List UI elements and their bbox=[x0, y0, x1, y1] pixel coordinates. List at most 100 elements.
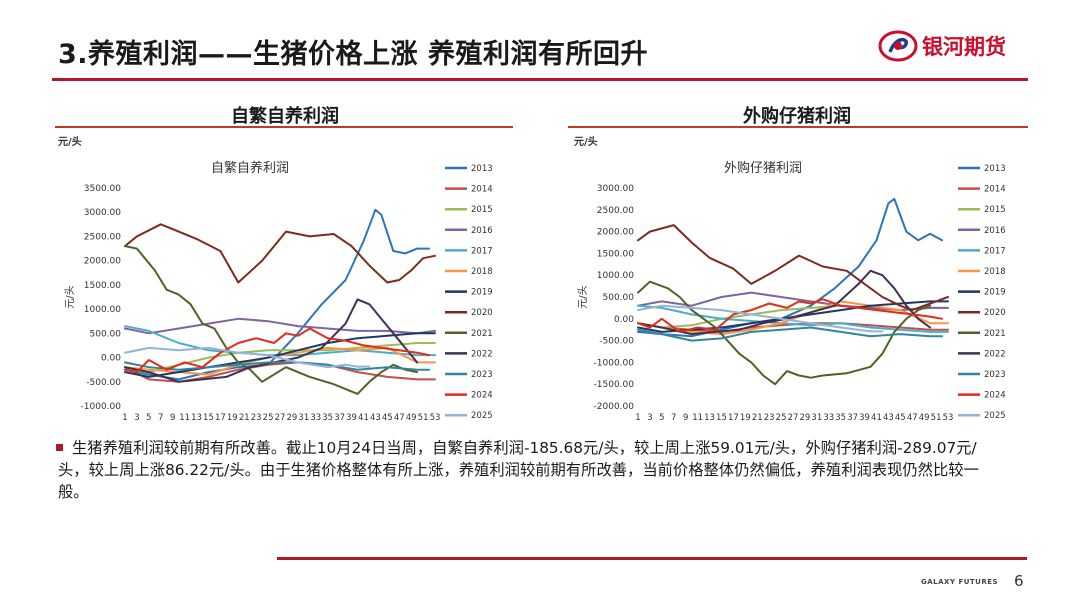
series-line-2022 bbox=[124, 298, 419, 383]
legend-label-2014: 2014 bbox=[984, 185, 1006, 195]
y-tick-label: -1000.00 bbox=[81, 402, 122, 412]
y-axis-label: 元/头 bbox=[577, 285, 589, 308]
x-tick-label: 53 bbox=[943, 413, 954, 423]
series-line-2023 bbox=[124, 361, 430, 371]
series-line-2017 bbox=[637, 304, 949, 333]
x-tick-label: 21 bbox=[752, 413, 763, 423]
y-axis-label: 元/头 bbox=[64, 285, 76, 308]
self-breeding-profit-chart: 自繁自养利润3500.003000.002500.002000.001500.0… bbox=[64, 160, 493, 423]
x-tick-label: 43 bbox=[883, 413, 894, 423]
y-tick-label: -2000.00 bbox=[594, 402, 635, 412]
x-tick-label: 37 bbox=[847, 413, 858, 423]
right-panel-unit: 元/头 bbox=[574, 137, 598, 148]
y-tick-label: -500.00 bbox=[599, 337, 634, 347]
x-tick-label: 15 bbox=[716, 413, 727, 423]
purchased-piglet-profit-chart: 外购仔猪利润3000.002500.002000.001500.001000.0… bbox=[577, 160, 1006, 423]
x-tick-label: 1 bbox=[122, 413, 127, 423]
x-tick-label: 5 bbox=[659, 413, 664, 423]
chart-title: 自繁自养利润 bbox=[211, 160, 289, 176]
x-tick-label: 45 bbox=[895, 413, 906, 423]
legend-label-2017: 2017 bbox=[471, 246, 493, 256]
series-line-2013 bbox=[124, 208, 430, 381]
x-tick-label: 41 bbox=[358, 413, 369, 423]
series-line-2020 bbox=[124, 223, 436, 284]
x-tick-label: 25 bbox=[263, 413, 274, 423]
right-panel-rule bbox=[568, 126, 1028, 128]
y-tick-label: 1500.00 bbox=[597, 249, 634, 259]
series-line-2025 bbox=[124, 346, 371, 369]
series-line-2022 bbox=[637, 269, 932, 336]
footer-brand: GALAXY FUTURES bbox=[921, 578, 999, 586]
x-tick-label: 21 bbox=[239, 413, 250, 423]
y-tick-label: 3000.00 bbox=[597, 184, 634, 194]
series-line-2020 bbox=[637, 224, 949, 312]
x-tick-label: 13 bbox=[704, 413, 715, 423]
x-tick-label: 39 bbox=[859, 413, 870, 423]
analysis-note: 生猪养殖利润较前期有所改善。截止10月24日当周，自繁自养利润-185.68元/… bbox=[58, 439, 979, 501]
legend-label-2020: 2020 bbox=[471, 308, 493, 318]
legend-label-2019: 2019 bbox=[984, 288, 1006, 298]
legend-label-2022: 2022 bbox=[471, 349, 493, 359]
x-tick-label: 7 bbox=[158, 413, 163, 423]
series-line-2025 bbox=[637, 304, 884, 333]
x-tick-label: 23 bbox=[251, 413, 262, 423]
legend-label-2015: 2015 bbox=[984, 205, 1006, 215]
x-tick-label: 19 bbox=[740, 413, 751, 423]
page-title: 3.养殖利润——生猪价格上涨 养殖利润有所回升 bbox=[58, 39, 648, 70]
left-panel-unit: 元/头 bbox=[58, 137, 82, 148]
series-line-2023 bbox=[637, 326, 943, 342]
x-tick-label: 51 bbox=[931, 413, 942, 423]
x-tick-label: 27 bbox=[788, 413, 799, 423]
x-tick-label: 5 bbox=[146, 413, 151, 423]
y-tick-label: 0.00 bbox=[614, 315, 634, 325]
x-tick-label: 39 bbox=[346, 413, 357, 423]
x-tick-label: 1 bbox=[635, 413, 640, 423]
legend-label-2024: 2024 bbox=[984, 391, 1006, 401]
x-tick-label: 33 bbox=[823, 413, 834, 423]
legend-label-2025: 2025 bbox=[984, 411, 1006, 421]
legend-label-2025: 2025 bbox=[471, 411, 493, 421]
legend-label-2020: 2020 bbox=[984, 308, 1006, 318]
brand-name: 银河期货 bbox=[922, 35, 1006, 59]
right-panel-heading: 外购仔猪利润 bbox=[743, 106, 851, 127]
legend-label-2013: 2013 bbox=[471, 164, 493, 174]
x-tick-label: 19 bbox=[227, 413, 238, 423]
x-tick-label: 7 bbox=[671, 413, 676, 423]
x-tick-label: 49 bbox=[406, 413, 417, 423]
y-tick-label: -1000.00 bbox=[594, 358, 635, 368]
x-tick-label: 33 bbox=[310, 413, 321, 423]
x-tick-label: 37 bbox=[334, 413, 345, 423]
legend-label-2021: 2021 bbox=[984, 329, 1006, 339]
legend-label-2024: 2024 bbox=[471, 391, 493, 401]
y-tick-label: 2000.00 bbox=[84, 257, 121, 267]
legend-label-2017: 2017 bbox=[984, 246, 1006, 256]
galaxy-logo-icon bbox=[878, 30, 918, 62]
x-tick-label: 9 bbox=[170, 413, 175, 423]
series-line-2024 bbox=[124, 327, 430, 374]
x-tick-label: 29 bbox=[287, 413, 298, 423]
x-tick-label: 29 bbox=[800, 413, 811, 423]
x-tick-label: 53 bbox=[430, 413, 441, 423]
chart-title: 外购仔猪利润 bbox=[724, 160, 802, 176]
x-tick-label: 9 bbox=[683, 413, 688, 423]
series-line-2019 bbox=[124, 332, 436, 378]
title-divider bbox=[52, 78, 1028, 81]
x-tick-label: 43 bbox=[370, 413, 381, 423]
legend-label-2023: 2023 bbox=[471, 370, 493, 380]
x-tick-label: 27 bbox=[275, 413, 286, 423]
x-tick-label: 11 bbox=[179, 413, 190, 423]
legend-label-2016: 2016 bbox=[471, 226, 493, 236]
x-tick-label: 23 bbox=[764, 413, 775, 423]
left-panel-rule bbox=[55, 126, 513, 128]
x-tick-label: 3 bbox=[647, 413, 652, 423]
legend-label-2013: 2013 bbox=[984, 164, 1006, 174]
series-line-2024 bbox=[637, 298, 943, 333]
x-tick-label: 45 bbox=[382, 413, 393, 423]
legend-label-2018: 2018 bbox=[471, 267, 493, 277]
y-tick-label: -1500.00 bbox=[594, 380, 635, 390]
x-tick-label: 13 bbox=[191, 413, 202, 423]
footer-divider bbox=[277, 557, 1027, 560]
x-tick-label: 51 bbox=[418, 413, 429, 423]
y-tick-label: 500.00 bbox=[603, 293, 635, 303]
y-tick-label: 1000.00 bbox=[597, 271, 634, 281]
